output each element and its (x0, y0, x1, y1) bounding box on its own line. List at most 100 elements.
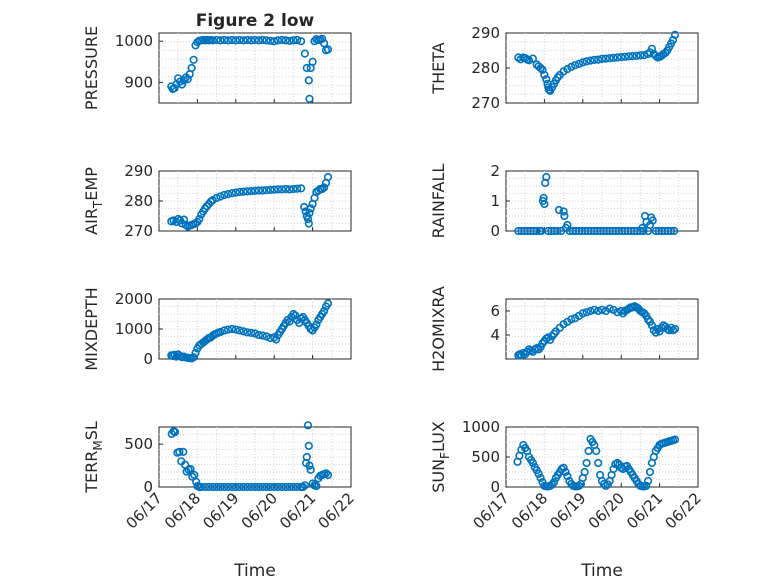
data-point (293, 184, 302, 193)
data-point (235, 482, 244, 492)
data-point (651, 51, 660, 60)
data-point (212, 193, 221, 203)
data-point (534, 469, 543, 478)
data-point (277, 185, 287, 194)
data-point (247, 328, 256, 338)
x-tick-label: 06/22 (315, 489, 358, 532)
data-point (171, 428, 180, 437)
data-point (554, 205, 564, 215)
data-point (239, 327, 248, 336)
data-point (285, 317, 294, 326)
subplot-pressure: 900 1000 PRESSURE Figure 2 low (82, 11, 352, 110)
data-point (254, 330, 263, 340)
data-point (258, 331, 267, 340)
y-tick-label: 2000 (115, 290, 153, 308)
subplot-air-temp: 270 280 290 AIRTEMP (82, 162, 352, 240)
data-point (318, 34, 327, 43)
data-point (590, 305, 599, 314)
data-point (578, 58, 587, 67)
data-point (297, 37, 306, 46)
data-point (305, 461, 314, 470)
y-axis-label: H2OMIXRA (429, 286, 448, 372)
data-point (300, 481, 310, 490)
subplot-mixdepth: 0 1000 2000 MIXDEPTH (82, 287, 352, 371)
data-point (549, 478, 559, 487)
x-tick-label: 06/21 (623, 489, 666, 532)
data-point (318, 184, 327, 194)
data-point (224, 325, 233, 334)
data-point (262, 482, 271, 492)
data-point (239, 36, 248, 45)
data-point (594, 458, 603, 468)
data-point (536, 63, 545, 73)
data-point (220, 190, 229, 200)
data-point (273, 36, 283, 45)
data-point (247, 187, 256, 196)
x-tick-label: 06/20 (585, 489, 628, 532)
y-axis-label: TERRMSL (82, 421, 105, 494)
data-point (277, 482, 287, 492)
data-point (536, 473, 545, 483)
data-point (220, 482, 229, 492)
data-point (258, 186, 267, 195)
data-point (300, 49, 310, 58)
y-tick-label: 280 (471, 59, 500, 77)
data-point (321, 469, 331, 478)
data-point (262, 36, 271, 45)
data-point (559, 463, 568, 472)
data-point (620, 52, 630, 61)
data-point (183, 74, 192, 84)
data-point (648, 216, 657, 225)
data-point (289, 184, 298, 194)
data-point (250, 35, 260, 45)
data-point (306, 204, 315, 213)
y-tick-label: 500 (471, 448, 500, 466)
y-axis-label: AIRTEMP (82, 167, 105, 235)
data-point (250, 186, 260, 195)
data-point (580, 467, 589, 477)
subplot-theta: 270 280 290 THETA (429, 24, 699, 112)
data-point (670, 435, 680, 444)
data-point (281, 482, 290, 492)
data-point (231, 325, 240, 334)
data-point (293, 35, 302, 45)
data-point (302, 63, 311, 73)
data-point (216, 327, 225, 337)
data-point (643, 476, 653, 486)
data-point (320, 183, 329, 192)
data-point (582, 458, 591, 468)
y-tick-label: 500 (124, 435, 153, 453)
data-point (224, 190, 233, 199)
data-point (540, 199, 549, 209)
data-point (220, 326, 229, 335)
data-point (270, 37, 279, 46)
x-tick-label: 06/22 (662, 489, 705, 532)
data-point (220, 35, 229, 45)
data-point (208, 482, 217, 492)
data-point (289, 309, 298, 319)
data-point (584, 446, 593, 456)
data-point (639, 226, 648, 236)
data-point (266, 36, 275, 45)
data-point (528, 458, 538, 468)
data-point (289, 36, 298, 45)
x-axis-label: Time (580, 561, 623, 581)
data-point (323, 470, 333, 480)
data-point (302, 452, 311, 462)
data-point (542, 75, 551, 84)
data-point (195, 214, 204, 224)
data-point (578, 309, 587, 318)
data-point (243, 35, 252, 45)
data-point (179, 447, 188, 457)
y-tick-label: 0 (143, 478, 153, 496)
data-point (266, 482, 275, 492)
data-point (254, 482, 263, 492)
data-point (227, 35, 237, 45)
data-point (272, 335, 281, 344)
data-point (243, 187, 252, 196)
data-point (567, 62, 576, 72)
y-tick-label: 6 (490, 302, 500, 320)
y-axis-label: THETA (429, 42, 448, 94)
data-point (289, 482, 298, 492)
y-tick-label: 270 (124, 222, 153, 240)
